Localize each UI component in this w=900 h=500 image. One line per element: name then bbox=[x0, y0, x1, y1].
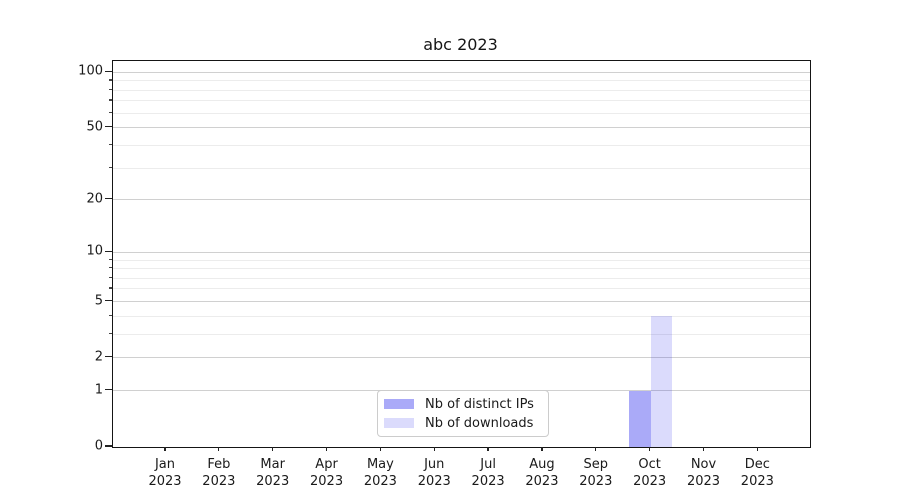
legend-swatch bbox=[384, 418, 414, 428]
legend-label: Nb of downloads bbox=[425, 415, 534, 431]
y-tick-mark-minor bbox=[108, 99, 112, 101]
gridline-major bbox=[113, 357, 810, 359]
chart-title: abc 2023 bbox=[423, 35, 498, 54]
x-tick-label: Nov 2023 bbox=[686, 457, 721, 489]
y-tick-mark bbox=[105, 445, 112, 447]
y-tick-label: 0 bbox=[94, 438, 103, 454]
x-tick-mark bbox=[379, 447, 382, 452]
y-tick-mark-minor bbox=[108, 267, 112, 269]
legend-swatch bbox=[384, 399, 414, 409]
y-tick-mark bbox=[105, 250, 112, 252]
y-tick-mark-minor bbox=[108, 166, 112, 168]
x-tick-label: Sep 2023 bbox=[579, 457, 613, 489]
gridline-minor bbox=[113, 259, 810, 261]
gridline-major bbox=[113, 301, 810, 302]
y-tick-label: 5 bbox=[94, 293, 103, 308]
x-tick-label: May 2023 bbox=[363, 457, 397, 489]
y-tick-label: 2 bbox=[94, 349, 103, 365]
x-tick-label: Apr 2023 bbox=[310, 457, 344, 489]
y-tick-mark-minor bbox=[108, 276, 112, 278]
x-tick-mark bbox=[595, 447, 597, 452]
gridline-minor bbox=[113, 315, 810, 317]
gridline-major bbox=[113, 251, 810, 253]
y-tick-label: 10 bbox=[86, 243, 103, 259]
y-tick-label: 50 bbox=[86, 119, 103, 135]
x-tick-mark bbox=[272, 447, 274, 452]
gridline-minor bbox=[113, 167, 810, 169]
y-tick-mark-minor bbox=[108, 143, 112, 146]
x-tick-label: Mar 2023 bbox=[256, 457, 290, 489]
y-tick-mark-minor bbox=[108, 88, 112, 90]
x-tick-mark bbox=[218, 447, 220, 452]
x-tick-mark bbox=[541, 447, 543, 452]
y-tick-mark-minor bbox=[108, 258, 112, 260]
x-tick-label: Jul 2023 bbox=[471, 457, 505, 489]
y-tick-mark-minor bbox=[108, 79, 112, 81]
x-tick-mark bbox=[433, 447, 435, 452]
gridline-minor bbox=[113, 288, 810, 290]
y-tick-mark bbox=[105, 356, 112, 358]
x-tick-label: Jan 2023 bbox=[148, 457, 182, 489]
gridline-minor bbox=[113, 277, 810, 279]
gridline-minor bbox=[113, 268, 810, 270]
legend-label: Nb of distinct IPs bbox=[425, 396, 534, 412]
y-tick-mark-minor bbox=[108, 287, 112, 289]
y-tick-label: 1 bbox=[94, 382, 103, 398]
gridline-minor bbox=[113, 89, 810, 91]
y-tick-label: 20 bbox=[86, 191, 103, 207]
gridline-minor bbox=[113, 333, 810, 335]
y-tick-mark bbox=[105, 70, 112, 72]
gridline-minor bbox=[113, 100, 810, 102]
y-tick-mark-minor bbox=[108, 314, 112, 317]
y-tick-mark bbox=[105, 299, 112, 302]
y-tick-mark bbox=[105, 389, 112, 391]
y-tick-mark-minor bbox=[108, 332, 112, 335]
y-tick-mark bbox=[105, 198, 112, 200]
gridline-minor bbox=[113, 80, 810, 82]
x-tick-label: Aug 2023 bbox=[525, 457, 559, 489]
bar-nb-of-distinct-ips bbox=[629, 390, 651, 447]
gridline-minor bbox=[113, 144, 810, 146]
x-tick-mark bbox=[702, 447, 705, 452]
x-tick-label: Feb 2023 bbox=[202, 457, 236, 489]
y-tick-mark-minor bbox=[108, 111, 112, 113]
x-tick-label: Dec 2023 bbox=[740, 457, 774, 489]
y-tick-mark bbox=[105, 126, 112, 128]
x-tick-mark bbox=[164, 447, 166, 452]
x-tick-label: Oct 2023 bbox=[633, 457, 667, 489]
gridline-minor bbox=[113, 112, 810, 114]
gridline-major bbox=[113, 199, 810, 201]
y-tick-label: 100 bbox=[78, 63, 103, 79]
x-tick-mark bbox=[325, 447, 328, 452]
legend-item: Nb of distinct IPs bbox=[384, 397, 542, 412]
legend: Nb of distinct IPs Nb of downloads bbox=[377, 390, 549, 437]
gridline-major bbox=[113, 71, 810, 73]
legend-item: Nb of downloads bbox=[384, 416, 542, 431]
x-tick-label: Jun 2023 bbox=[417, 457, 451, 489]
gridline-major bbox=[113, 127, 810, 129]
x-tick-mark bbox=[756, 447, 758, 452]
x-tick-mark bbox=[487, 447, 489, 452]
x-tick-mark bbox=[649, 447, 651, 452]
bar-nb-of-downloads bbox=[650, 316, 673, 447]
